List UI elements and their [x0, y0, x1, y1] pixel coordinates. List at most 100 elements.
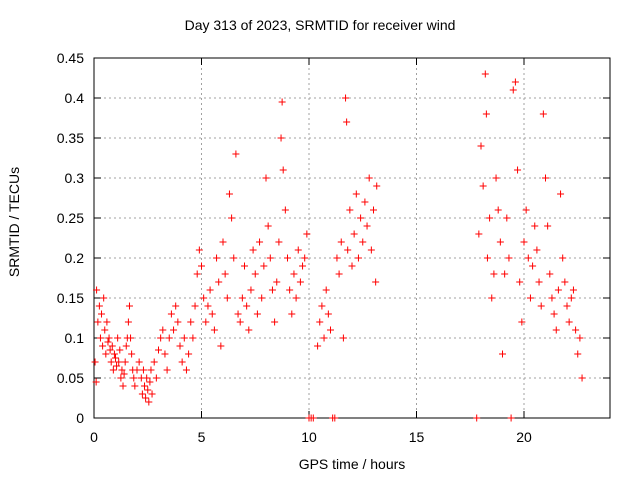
- data-point: [499, 350, 506, 358]
- data-point: [483, 254, 491, 262]
- data-point: [135, 358, 143, 366]
- data-point: [372, 278, 380, 286]
- data-point: [119, 382, 127, 390]
- data-point: [552, 326, 560, 334]
- data-point: [116, 346, 124, 354]
- data-point: [210, 326, 218, 334]
- data-point: [163, 366, 171, 374]
- axes: 0 0.05 0.1 0.15 0.2 0.25 0.3 0.35 0.4 0.45 0 5 10 15 2…: [57, 50, 611, 445]
- data-point: [370, 206, 377, 214]
- data-point: [127, 334, 135, 342]
- data-point: [320, 334, 328, 342]
- data-point: [124, 318, 132, 326]
- data-point: [339, 334, 347, 342]
- data-point: [219, 238, 227, 246]
- x-tick-label: 15: [409, 429, 425, 445]
- data-point: [359, 238, 367, 246]
- data-point: [243, 302, 251, 310]
- data-point: [363, 222, 371, 230]
- data-point: [180, 334, 188, 342]
- data-point: [477, 142, 485, 150]
- data-point: [542, 174, 549, 182]
- data-point: [96, 334, 104, 342]
- data-point: [268, 286, 276, 294]
- y-tick-label: 0.15: [57, 290, 84, 306]
- data-point: [176, 342, 184, 350]
- data-point: [206, 286, 214, 294]
- data-point: [271, 318, 279, 326]
- data-point: [292, 294, 300, 302]
- data-point: [108, 342, 116, 350]
- data-point: [550, 310, 558, 318]
- data-point: [241, 262, 248, 270]
- data-point: [479, 182, 487, 190]
- data-point: [567, 294, 575, 302]
- data-point: [204, 302, 212, 310]
- data-point: [518, 318, 526, 326]
- data-point: [324, 310, 332, 318]
- data-point: [559, 254, 567, 262]
- data-point: [213, 254, 221, 262]
- data-point: [373, 182, 381, 190]
- data-point: [100, 294, 108, 302]
- data-point: [516, 278, 524, 286]
- data-point: [578, 374, 586, 382]
- data-point: [361, 198, 369, 206]
- data-point: [524, 254, 532, 262]
- data-point: [537, 302, 545, 310]
- data-point: [98, 310, 106, 318]
- data-point: [145, 398, 153, 406]
- data-point: [202, 318, 210, 326]
- data-point: [112, 354, 119, 362]
- data-point: [215, 278, 223, 286]
- data-point: [148, 390, 156, 398]
- data-point: [262, 174, 270, 182]
- data-point: [172, 302, 180, 310]
- y-tick-label: 0.45: [57, 50, 84, 66]
- data-point: [230, 254, 238, 262]
- data-point: [296, 278, 304, 286]
- data-point: [228, 214, 236, 222]
- data-point: [277, 134, 285, 142]
- x-tick-label: 20: [516, 429, 532, 445]
- data-point: [482, 110, 490, 118]
- data-point: [569, 286, 577, 294]
- data-point: [95, 302, 103, 310]
- data-point: [294, 246, 302, 254]
- data-point: [548, 294, 556, 302]
- data-point: [511, 78, 519, 86]
- data-point: [576, 334, 584, 342]
- data-point: [161, 350, 169, 358]
- data-point: [114, 334, 122, 342]
- data-point: [342, 94, 350, 102]
- x-tick-label: 5: [198, 429, 206, 445]
- data-point: [275, 238, 283, 246]
- data-point: [565, 318, 573, 326]
- data-point: [501, 270, 509, 278]
- data-point: [337, 238, 345, 246]
- data-point: [314, 342, 322, 350]
- data-point: [299, 262, 307, 270]
- data-point: [318, 302, 326, 310]
- data-point: [105, 334, 113, 342]
- data-point: [309, 414, 317, 422]
- data-point: [344, 246, 352, 254]
- data-point: [520, 238, 528, 246]
- grid: [94, 58, 610, 418]
- data-point: [131, 382, 139, 390]
- data-point: [322, 286, 330, 294]
- data-point: [92, 378, 100, 386]
- data-point: [110, 350, 118, 358]
- data-point: [509, 86, 517, 94]
- y-tick-label: 0: [76, 410, 84, 426]
- data-point: [146, 378, 154, 386]
- data-point: [117, 374, 125, 382]
- data-point: [260, 262, 268, 270]
- data-point: [367, 246, 375, 254]
- data-point: [266, 254, 274, 262]
- data-point: [113, 362, 121, 370]
- data-point: [182, 366, 190, 374]
- data-point: [103, 318, 111, 326]
- data-point: [301, 254, 309, 262]
- data-point: [159, 326, 167, 334]
